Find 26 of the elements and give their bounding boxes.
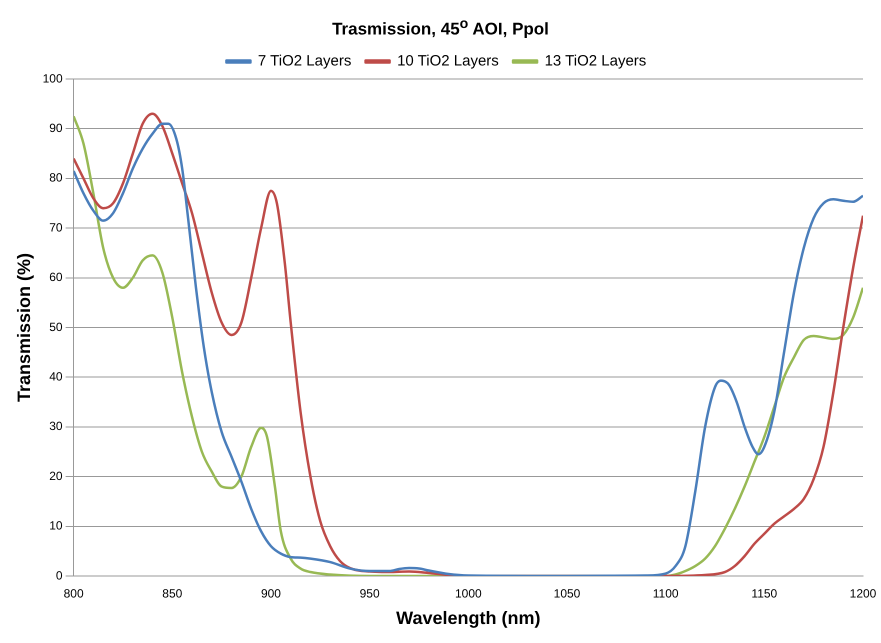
legend-label: 10 TiO2 Layers: [397, 52, 499, 70]
x-tick-label: 1050: [554, 586, 581, 601]
y-tick-label: 70: [49, 220, 63, 234]
chart-title: Trasmission, 45$^{o}$ AOI, Ppol: [331, 16, 550, 40]
x-tick-label: 1100: [652, 586, 679, 601]
x-tick-label: 1200: [850, 586, 877, 601]
x-tick-label: 950: [360, 586, 380, 601]
y-tick-label: 80: [49, 170, 63, 185]
y-tick-label: 20: [49, 468, 63, 483]
legend-label: 13 TiO2 Layers: [544, 52, 646, 70]
y-axis-title: Transmission (%): [14, 252, 34, 402]
x-tick-label: 850: [162, 586, 183, 601]
y-tick-label: 30: [49, 419, 63, 434]
y-tick-label: 50: [49, 320, 63, 334]
x-tick-label: 900: [260, 586, 282, 601]
y-tick-label: 0: [56, 568, 63, 582]
y-tick-label: 40: [49, 370, 63, 384]
x-tick-label: 1000: [454, 586, 482, 601]
y-tick-label: 90: [49, 121, 63, 136]
x-tick-label: 1150: [751, 586, 778, 601]
y-tick-label: 100: [42, 71, 63, 86]
y-tick-label: 60: [49, 270, 63, 284]
x-tick-label: 800: [64, 586, 84, 601]
legend-label: 7 TiO2 Layers: [258, 52, 352, 70]
y-tick-label: 10: [49, 518, 63, 533]
x-axis-title: Wavelength (nm): [396, 608, 540, 628]
